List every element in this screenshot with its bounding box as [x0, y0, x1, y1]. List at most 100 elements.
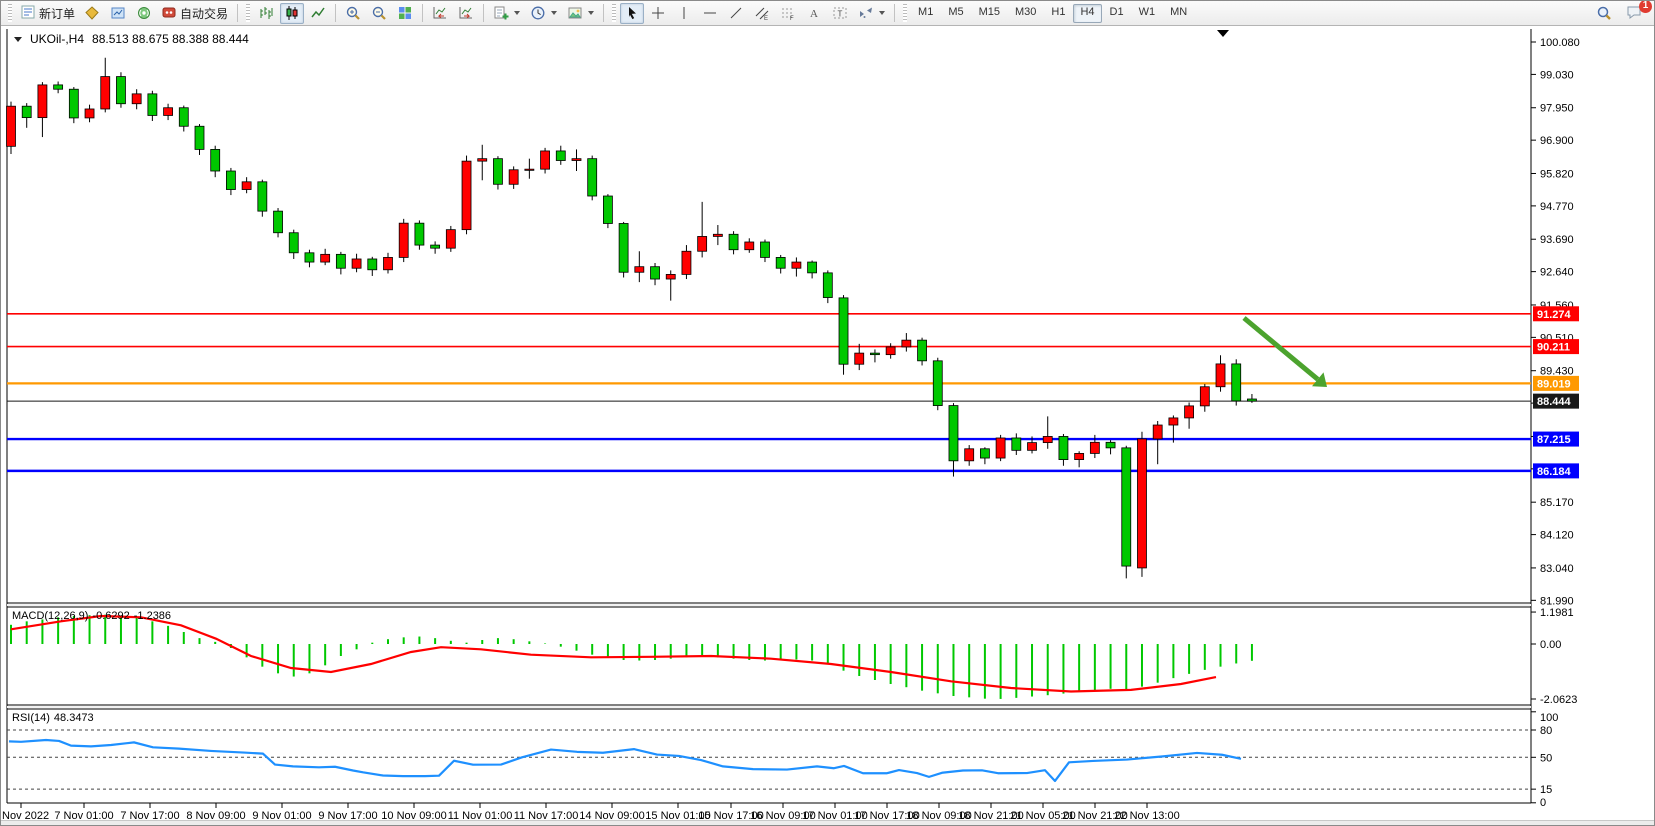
svg-text:89.430: 89.430 — [1540, 366, 1574, 378]
candle-body — [398, 222, 409, 258]
channel-icon[interactable]: E — [750, 3, 774, 24]
chevron-down-icon — [14, 36, 22, 42]
svg-text:-2.0623: -2.0623 — [1540, 694, 1577, 706]
candle-body — [461, 160, 472, 231]
chevron-down-icon[interactable] — [588, 11, 595, 15]
candle-body — [131, 93, 142, 105]
candle-body — [1042, 436, 1053, 444]
candle-body — [1247, 398, 1257, 402]
svg-text:11 Nov 17:00: 11 Nov 17:00 — [514, 810, 579, 822]
svg-text:93.690: 93.690 — [1540, 234, 1574, 246]
candle-body — [964, 448, 975, 462]
candle-body — [100, 76, 111, 110]
candles-icon[interactable] — [280, 2, 305, 24]
tf-D1[interactable]: D1 — [1109, 5, 1124, 18]
price-badge — [1533, 306, 1579, 322]
candle-body — [870, 352, 880, 356]
shift-marker[interactable] — [1217, 30, 1229, 37]
svg-text:81.990: 81.990 — [1540, 595, 1574, 607]
symbol-title[interactable]: UKOil-,H4 88.513 88.675 88.388 88.444 — [14, 32, 249, 46]
candles-layer — [6, 57, 1257, 579]
svg-text:50: 50 — [1540, 752, 1552, 764]
zoom-in-icon[interactable] — [341, 3, 365, 24]
signals-icon[interactable] — [132, 3, 156, 24]
chart-area[interactable]: 100.080 99.030 97.950 96.900 95.820 94.770 93.… — [1, 26, 1655, 826]
search-icon[interactable] — [1592, 3, 1616, 24]
tf-M30[interactable]: M30 — [1015, 5, 1037, 18]
new-order-button[interactable]: 新订单 — [16, 3, 79, 24]
tf-M15[interactable]: M15 — [978, 5, 1000, 18]
candle-body — [335, 253, 346, 269]
candle-body — [634, 266, 645, 273]
trend-arrow[interactable] — [1242, 316, 1327, 387]
vline-icon[interactable] — [672, 3, 696, 24]
clock-icon[interactable] — [526, 3, 561, 24]
svg-text:7 Nov 17:00: 7 Nov 17:00 — [120, 810, 179, 822]
candle-body — [587, 158, 598, 197]
autotrading-button[interactable]: 自动交易 — [157, 3, 232, 24]
new-order-icon — [20, 4, 36, 23]
svg-text:17 Nov 17:00: 17 Nov 17:00 — [854, 810, 919, 822]
tf-MN[interactable]: MN — [1170, 5, 1188, 18]
bars-icon[interactable] — [254, 3, 278, 24]
candle-body — [116, 76, 126, 105]
candle-body — [367, 258, 378, 271]
candle-body — [1105, 441, 1116, 449]
toolbar-grip[interactable] — [8, 4, 12, 22]
charts-stack-icon[interactable] — [80, 3, 104, 24]
candle-body — [917, 339, 927, 362]
svg-text:83.040: 83.040 — [1540, 563, 1574, 575]
candle-body — [712, 233, 723, 237]
tf-M1[interactable]: M1 — [918, 5, 934, 18]
market-watch-icon[interactable] — [106, 3, 130, 24]
tf-H4[interactable]: H4 — [1073, 3, 1102, 23]
time-axis[interactable]: 4 Nov 2022 7 Nov 01:00 7 Nov 17:00 8 Nov 09… — [1, 803, 1180, 822]
candle-body — [1058, 436, 1069, 460]
candle-body — [681, 250, 692, 275]
candle-body — [6, 105, 16, 147]
new-order-label: 新订单 — [39, 6, 76, 21]
candle-body — [697, 236, 708, 252]
indicator-next-icon[interactable] — [454, 3, 478, 24]
crosshair-icon[interactable] — [646, 3, 670, 24]
cursor-icon[interactable] — [620, 2, 645, 24]
props-icon[interactable] — [563, 3, 598, 24]
shapes-icon[interactable] — [854, 3, 889, 24]
candle-body — [304, 252, 315, 263]
indicator-prev-icon[interactable] — [428, 3, 452, 24]
candle-body — [760, 241, 770, 258]
chat-icon[interactable]: 1 — [1622, 1, 1652, 24]
tf-W1[interactable]: W1 — [1138, 5, 1156, 18]
hline-icon[interactable] — [698, 3, 722, 24]
svg-text:15 Nov 01:00: 15 Nov 01:00 — [645, 810, 710, 822]
linechart-icon[interactable] — [306, 3, 330, 24]
chart-canvas[interactable]: 100.080 99.030 97.950 96.900 95.820 94.770 93.… — [1, 26, 1655, 826]
trendline-icon[interactable] — [724, 3, 748, 24]
chevron-down-icon[interactable] — [514, 11, 521, 15]
candle-body — [1137, 438, 1147, 569]
zoom-out-icon[interactable] — [367, 3, 391, 24]
label-icon[interactable]: T — [828, 3, 852, 24]
candle-body — [791, 261, 802, 269]
svg-text:4 Nov 2022: 4 Nov 2022 — [1, 810, 49, 822]
tf-H1[interactable]: H1 — [1051, 5, 1066, 18]
macd-panel: 1.1981 0.00 -2.0623 — [10, 607, 1577, 706]
candle-body — [37, 84, 48, 119]
candle-body — [430, 244, 441, 249]
tile-windows-icon[interactable] — [393, 3, 417, 24]
fibo-icon[interactable]: F — [776, 3, 800, 24]
candle-body — [320, 253, 331, 263]
candle-body — [210, 149, 221, 172]
candle-body — [493, 158, 503, 185]
chevron-down-icon[interactable] — [551, 11, 558, 15]
new-chart-icon[interactable] — [489, 3, 524, 24]
candle-body — [1199, 386, 1210, 407]
candle-body — [540, 150, 550, 170]
left-icon-group — [80, 3, 156, 24]
text-icon[interactable]: A — [802, 3, 826, 24]
tf-M5[interactable]: M5 — [948, 5, 964, 18]
svg-text:17 Nov 01:00: 17 Nov 01:00 — [802, 810, 867, 822]
svg-text:22 Nov 13:00: 22 Nov 13:00 — [1114, 810, 1179, 822]
